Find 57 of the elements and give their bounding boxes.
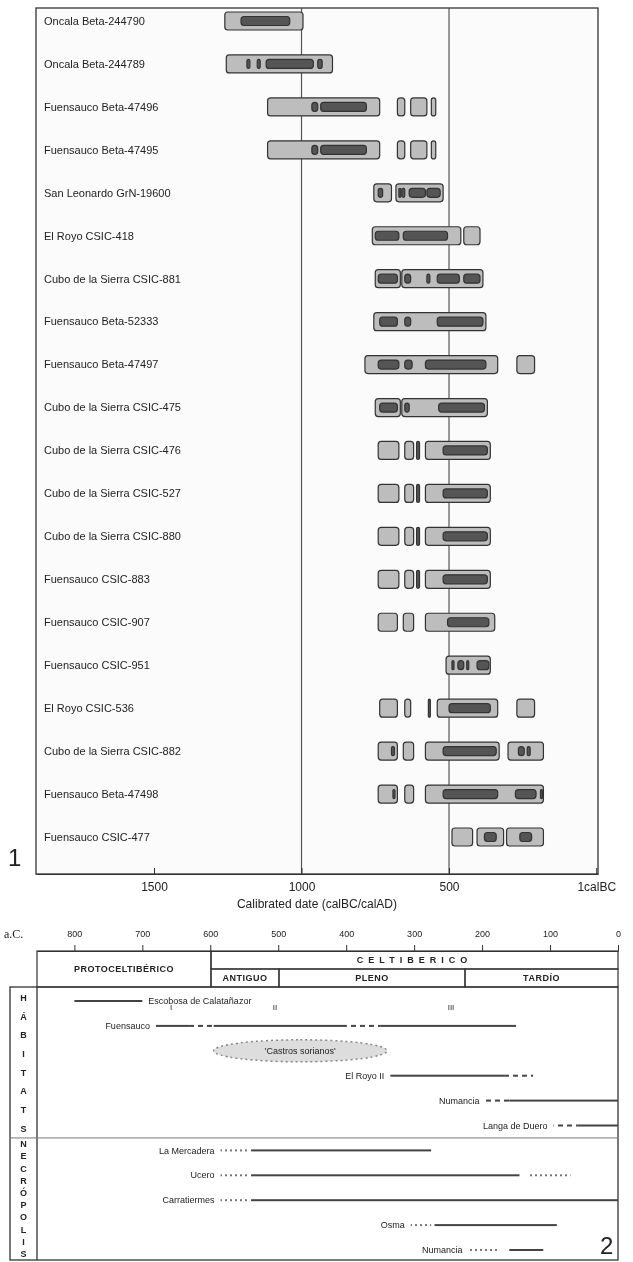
y-tick-label: Fuensauco Beta-52333 bbox=[44, 315, 159, 328]
y-tick-label: La Mercadera bbox=[158, 1145, 215, 1156]
y-tick-label: Fuensauco Beta-47498 bbox=[44, 787, 159, 800]
y-tick-label: San Leonardo GrN-19600 bbox=[44, 186, 171, 199]
y-tick-label: Fuensauco CSIC-951 bbox=[44, 659, 150, 672]
text: ANTIGUO bbox=[222, 973, 268, 984]
text: TARDÍO bbox=[523, 973, 560, 984]
x-tick-label: 200 bbox=[475, 929, 491, 939]
text: PROTOCELTIBÉRICO bbox=[73, 964, 175, 975]
y-tick-label: 'Castros sorianos' bbox=[264, 1045, 337, 1056]
y-tick-label: Cubo de la Sierra CSIC-882 bbox=[44, 744, 181, 757]
text: NECRÓPOLIS bbox=[19, 1139, 28, 1260]
x-axis-title: a.C. bbox=[4, 927, 24, 941]
y-tick-label: Oncala Beta-244790 bbox=[44, 14, 145, 27]
y-tick-label: Cubo de la Sierra CSIC-476 bbox=[44, 444, 181, 457]
y-tick-label: Fuensauco Beta-47496 bbox=[44, 100, 159, 113]
y-tick-label: Osma bbox=[380, 1220, 405, 1231]
y-tick-label: Fuensauco Beta-47497 bbox=[44, 358, 159, 371]
y-tick-label: Cubo de la Sierra CSIC-880 bbox=[44, 530, 181, 543]
y-tick-label: Fuensauco Beta-47495 bbox=[44, 143, 159, 156]
y-tick-label: Ucero bbox=[190, 1170, 215, 1181]
x-tick-label: 700 bbox=[135, 929, 151, 939]
text: HÁBITATS bbox=[20, 993, 28, 1134]
y-tick-label: Fuensauco CSIC-477 bbox=[44, 830, 150, 843]
x-tick-label: 400 bbox=[339, 929, 355, 939]
x-tick-label: 300 bbox=[407, 929, 423, 939]
y-tick-label: El Royo CSIC-418 bbox=[44, 229, 134, 242]
y-tick-label: Fuensauco CSIC-907 bbox=[44, 616, 150, 629]
x-tick-label: 1000 bbox=[288, 879, 316, 894]
x-tick-label: 600 bbox=[203, 929, 219, 939]
y-tick-label: Fuensauco CSIC-883 bbox=[44, 573, 150, 586]
y-tick-label: Oncala Beta-244789 bbox=[44, 57, 145, 70]
annotation: 2 bbox=[600, 1232, 614, 1259]
x-tick-label: 100 bbox=[543, 929, 559, 939]
x-tick-label: 1500 bbox=[141, 879, 169, 894]
annotation: I bbox=[169, 1003, 173, 1012]
y-tick-label: Cubo de la Sierra CSIC-475 bbox=[44, 401, 181, 414]
x-tick-label: 1calBC bbox=[577, 879, 617, 894]
y-tick-label: El Royo CSIC-536 bbox=[44, 702, 134, 715]
y-tick-label: Carratiermes bbox=[162, 1195, 215, 1206]
annotation: III bbox=[447, 1003, 455, 1012]
y-tick-label: Cubo de la Sierra CSIC-881 bbox=[44, 272, 181, 285]
y-tick-label: Fuensauco bbox=[105, 1021, 150, 1032]
x-tick-label: 500 bbox=[271, 929, 287, 939]
x-axis-title: Calibrated date (calBC/calAD) bbox=[236, 897, 398, 911]
text: CELTIBERICO bbox=[356, 955, 473, 966]
y-tick-label: Cubo de la Sierra CSIC-527 bbox=[44, 487, 181, 500]
text: 1 bbox=[8, 844, 22, 871]
x-tick-label: 0 bbox=[615, 929, 622, 939]
y-tick-label: Numancia bbox=[438, 1095, 480, 1106]
x-tick-label: 500 bbox=[439, 879, 460, 894]
y-tick-label: Numancia bbox=[421, 1245, 463, 1256]
y-tick-label: Langa de Duero bbox=[482, 1120, 548, 1131]
x-tick-label: 800 bbox=[67, 929, 83, 939]
annotation: II bbox=[272, 1003, 278, 1012]
y-tick-label: El Royo II bbox=[345, 1070, 385, 1081]
text: PLENO bbox=[355, 973, 389, 984]
